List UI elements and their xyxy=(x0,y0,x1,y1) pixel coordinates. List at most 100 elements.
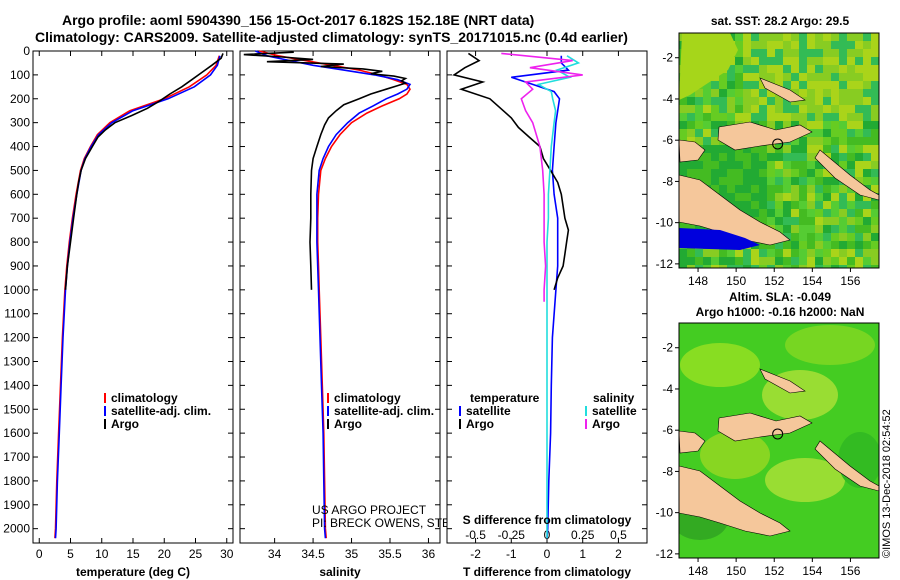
sst-cell xyxy=(775,241,783,249)
sst-cell xyxy=(839,49,847,57)
sst-cell xyxy=(711,249,719,257)
salinity-legend: climatology satellite-adj. clim. Argo xyxy=(327,391,434,431)
sst-cell xyxy=(727,97,735,105)
sst-cell xyxy=(799,49,807,57)
sst-cell xyxy=(791,241,799,249)
sst-cell xyxy=(807,41,815,49)
y-tick-label: 700 xyxy=(10,211,30,225)
sst-cell xyxy=(863,257,871,265)
sst-cell xyxy=(743,97,751,105)
sst-cell xyxy=(783,105,791,113)
sst-cell xyxy=(815,49,823,57)
sst-cell xyxy=(727,145,735,153)
sst-cell xyxy=(767,257,775,265)
sst-cell xyxy=(855,97,863,105)
sst-cell xyxy=(735,73,743,81)
temperature-panel: 0100200300400500600700800900100011001200… xyxy=(3,44,233,579)
sst-cell xyxy=(871,65,879,73)
legend-t-satellite-label: satellite xyxy=(466,404,511,418)
sst-cell xyxy=(743,249,751,257)
sst-cell xyxy=(847,113,855,121)
sst-warm-patch xyxy=(679,33,738,100)
sst-cell xyxy=(871,121,879,129)
sst-cell xyxy=(823,233,831,241)
legend-s-satellite-label: satellite xyxy=(592,404,637,418)
sst-cell xyxy=(791,81,799,89)
map-x-tick-label: 148 xyxy=(688,274,708,288)
sst-cell xyxy=(815,201,823,209)
map-x-tick-label: 148 xyxy=(688,564,708,578)
y-tick-label: 2000 xyxy=(3,522,30,536)
sst-cell xyxy=(863,177,871,185)
figure-title-line2: Climatology: CARS2009. Satellite-adjuste… xyxy=(35,29,628,45)
sst-cell xyxy=(719,257,727,265)
sst-cell xyxy=(791,41,799,49)
sst-cell xyxy=(735,33,743,41)
sst-cell xyxy=(871,225,879,233)
sst-cell xyxy=(839,257,847,265)
sst-cell xyxy=(863,81,871,89)
sst-cell xyxy=(751,81,759,89)
sst-cell xyxy=(807,121,815,129)
sst-cell xyxy=(871,41,879,49)
sst-cell xyxy=(839,129,847,137)
sst-cell xyxy=(775,161,783,169)
sst-cell xyxy=(727,257,735,265)
sst-cell xyxy=(855,241,863,249)
sst-cell xyxy=(807,265,815,268)
sst-cell xyxy=(871,97,879,105)
series-line-s-satellite xyxy=(536,55,581,539)
sst-cell xyxy=(767,201,775,209)
sst-cell xyxy=(823,249,831,257)
legend-temperature-title: temperature xyxy=(470,391,540,405)
sst-cell xyxy=(711,153,719,161)
sst-cell xyxy=(823,113,831,121)
sla-map-frame xyxy=(678,322,880,559)
sst-cell xyxy=(751,145,759,153)
land-new-ireland xyxy=(759,77,806,103)
sst-cell xyxy=(831,265,839,268)
sst-cell xyxy=(759,97,767,105)
sst-cell xyxy=(799,57,807,65)
sst-cell xyxy=(783,201,791,209)
x-tick-label: 34 xyxy=(268,547,282,561)
y-tick-label: 1300 xyxy=(3,354,30,368)
map-y-tick-label: -2 xyxy=(662,341,673,355)
x-tick-label: -1 xyxy=(506,547,517,561)
sst-cell xyxy=(791,161,799,169)
x-tick-label: 35 xyxy=(345,547,359,561)
imos-timestamp-watermark: ©IMOS 13-Dec-2018 02:54:52 xyxy=(881,409,893,558)
sst-cell xyxy=(751,113,759,121)
sst-cell xyxy=(799,233,807,241)
sst-cell xyxy=(703,137,711,145)
sst-cell xyxy=(871,161,879,169)
sst-cell xyxy=(799,209,807,217)
map-y-tick-label: -12 xyxy=(656,547,674,561)
sst-map-frame xyxy=(678,32,880,269)
sst-cell xyxy=(831,233,839,241)
sst-cell xyxy=(687,249,695,257)
sst-cell xyxy=(735,161,743,169)
sst-cell xyxy=(831,209,839,217)
sst-cell xyxy=(855,169,863,177)
series-line-argo xyxy=(243,51,408,290)
sst-cell xyxy=(679,249,687,257)
sst-cell xyxy=(751,201,759,209)
sst-cell xyxy=(831,33,839,41)
sst-cell xyxy=(855,41,863,49)
sst-cell xyxy=(743,193,751,201)
sst-cell xyxy=(823,105,831,113)
sst-cell xyxy=(823,97,831,105)
sst-cell xyxy=(839,121,847,129)
sst-cell xyxy=(767,217,775,225)
sst-cell xyxy=(863,129,871,137)
sst-cell xyxy=(775,249,783,257)
sst-cell xyxy=(815,145,823,153)
sst-cell xyxy=(687,105,695,113)
sst-cell xyxy=(871,81,879,89)
sst-cell xyxy=(695,249,703,257)
sst-cell xyxy=(815,121,823,129)
land-png-north xyxy=(679,139,706,163)
sst-cell xyxy=(783,257,791,265)
